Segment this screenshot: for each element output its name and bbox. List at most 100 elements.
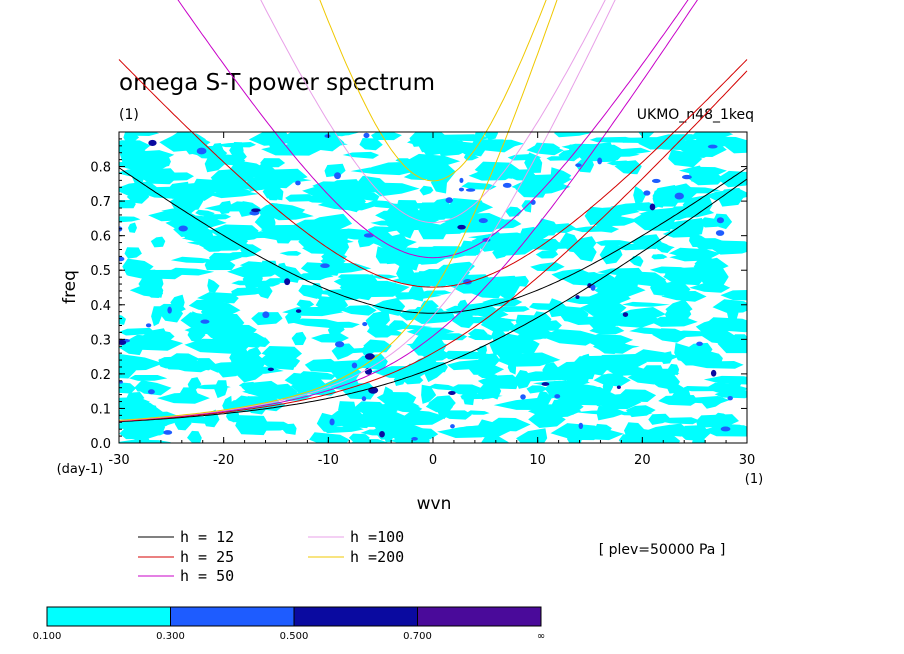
contour-patch [315,296,349,312]
contour-patch [296,299,315,308]
contour-patch [469,364,505,375]
contour-patch [297,272,334,281]
contour-patch [625,405,656,418]
y-unit-label: (day-1) [57,462,104,477]
contour-patch [583,292,631,305]
contour-patch [530,262,565,272]
contour-patch [402,410,447,426]
contour-patch [181,235,238,242]
contour-patch [668,247,721,259]
contour-patch [394,217,415,239]
contour-core [575,163,582,167]
contour-patch [119,353,164,371]
contour-patch [428,198,451,217]
contour-patch [119,382,137,394]
contour-patch [550,398,584,415]
contour-field [119,132,747,443]
x-tick-label: 20 [634,453,651,468]
contour-patch [573,243,597,262]
contour-patch [396,264,415,284]
contour-patch [680,386,729,392]
contour-patch [119,216,141,223]
contour-patch [342,151,380,159]
contour-patch [559,306,589,324]
contour-core [329,418,335,426]
contour-patch [650,278,670,296]
contour-patch [123,132,140,143]
contour-patch [516,428,548,443]
contour-core [590,284,596,291]
contour-core [710,369,717,377]
contour-patch [493,397,546,410]
contour-core [643,190,651,196]
contour-patch [311,333,349,343]
contour-patch [568,144,581,159]
contour-core [267,367,274,372]
contour-patch [695,319,717,334]
contour-patch [597,267,643,277]
contour-patch [671,205,715,218]
contour-core [364,353,375,360]
mrg-curve-h100 [118,0,616,422]
contour-patch [405,363,417,376]
contour-core [478,218,488,224]
contour-core [502,182,512,188]
contour-core [720,426,731,432]
contour-patch [236,367,263,383]
contour-patch [286,140,348,148]
contour-patch [480,315,515,332]
y-tick-label: 0.1 [90,402,111,417]
contour-patch [229,346,251,368]
contour-patch [595,240,633,246]
contour-patch [357,235,378,248]
contour-patch [338,401,356,419]
contour-core [324,134,331,138]
contour-patch [238,381,257,388]
colorbar: 0.100 0.300 0.500 0.700 ∞ [33,606,545,642]
contour-patch [150,236,166,248]
contour-patch [594,398,618,407]
contour-patch [350,192,380,202]
contour-patch [235,415,270,436]
contour-patch [389,437,431,443]
contour-patch [554,132,592,138]
contour-patch [371,298,406,316]
contour-patch [517,371,572,382]
y-axis-label: freq [60,270,80,304]
contour-patch [617,243,661,251]
contour-core [682,174,692,180]
contour-core [707,144,718,149]
contour-core [622,312,629,318]
contour-patch [524,320,562,331]
contour-core [334,172,341,180]
contour-patch [168,359,214,373]
contour-patch [659,218,704,234]
contour-patch [350,282,377,301]
contour-patch [242,383,298,400]
contour-patch [705,189,747,201]
contour-patch [461,182,497,190]
contour-patch [126,392,145,404]
colorbar-label: ∞ [537,631,545,642]
contour-patch [170,256,216,264]
contour-core [727,396,733,401]
contour-patch [119,362,136,379]
contour-patch [225,251,256,258]
contour-patch [533,142,561,154]
contour-patch [119,327,155,336]
contour-patch [529,303,560,310]
legend-label: h = 25 [180,548,234,566]
colorbar-label: 0.500 [280,631,309,642]
contour-patch [185,215,213,231]
contour-patch [596,405,627,421]
contour-patch [436,398,447,420]
contour-patch [254,213,276,234]
contour-core [575,295,580,299]
contour-patch [201,214,232,220]
contour-patch [191,311,201,327]
contour-patch [402,376,424,385]
contour-patch [710,240,747,255]
contour-patch [231,287,270,297]
contour-patch [266,183,282,201]
contour-patch [319,262,372,275]
